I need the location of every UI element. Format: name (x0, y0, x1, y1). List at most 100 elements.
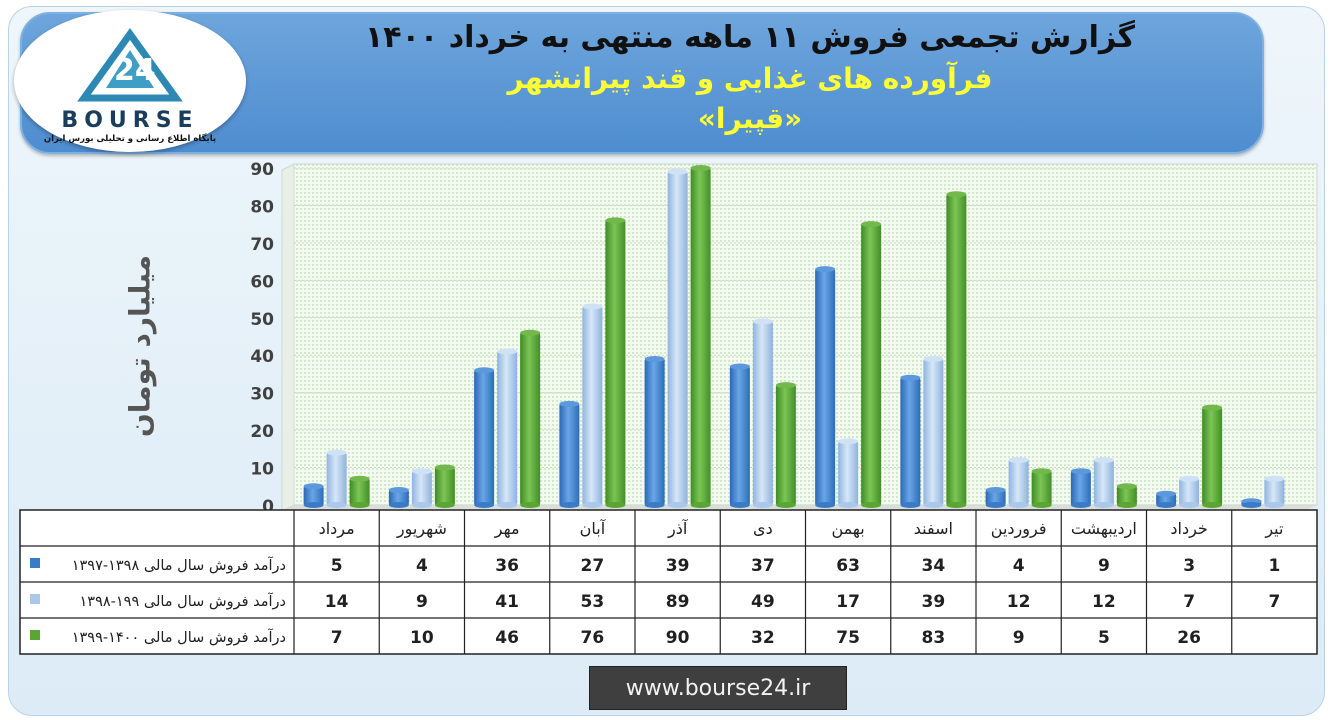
bar-base (474, 502, 495, 508)
bar-base (1008, 502, 1029, 508)
bar-top (411, 468, 432, 475)
bar (667, 171, 688, 505)
bar-top (946, 191, 967, 198)
bar-base (520, 502, 541, 508)
bar-base (838, 502, 859, 508)
bar-base (388, 502, 409, 508)
bar-top (388, 487, 409, 494)
data-label: 36 (495, 556, 519, 576)
bar-top (326, 449, 347, 456)
bar-base (1241, 502, 1262, 508)
bar-base (349, 502, 370, 508)
y-tick-label: 10 (250, 460, 274, 480)
ticker-symbol: «قپیرا» (697, 102, 803, 135)
legend-swatch (30, 558, 40, 568)
bar-base (1116, 502, 1137, 508)
bar-base (861, 502, 882, 508)
x-tick-label: آذر (667, 519, 689, 539)
data-label: 32 (751, 628, 775, 648)
data-label: 14 (325, 592, 349, 612)
bar (644, 358, 665, 505)
bar-base (946, 502, 967, 508)
data-label: 9 (1098, 556, 1110, 576)
data-label: 7 (1183, 592, 1195, 612)
bar-top (690, 165, 711, 171)
x-tick-label: دی (753, 519, 773, 538)
x-tick-label: بهمن (831, 519, 864, 539)
data-label: 89 (666, 592, 690, 612)
bar-base (1031, 502, 1052, 508)
y-tick-label: 40 (250, 347, 274, 367)
x-tick-label: شهریور (396, 519, 447, 539)
bar-top (1093, 457, 1114, 464)
y-tick-label: 30 (250, 385, 274, 405)
logo-mark-icon: 24 (77, 28, 183, 102)
legend-label: درآمد فروش سال مالی ۱۴۰۰-۱۳۹۹ (72, 628, 286, 646)
bar (1179, 478, 1200, 505)
bar-base (900, 502, 921, 508)
data-label: 90 (666, 628, 690, 648)
data-label: 9 (416, 592, 428, 612)
bar (605, 220, 626, 505)
bar (815, 269, 836, 505)
bar (1156, 493, 1177, 505)
bar-top (815, 266, 836, 273)
bar-top (923, 355, 944, 362)
bar-base (1202, 502, 1223, 508)
bar-base (582, 502, 603, 508)
bar (729, 366, 750, 505)
bar (1008, 460, 1029, 505)
bar-top (605, 217, 626, 224)
x-tick-label: مهر (494, 519, 520, 539)
bar-top (1264, 475, 1285, 482)
bar-base (985, 502, 1006, 508)
data-label: 3 (1183, 556, 1195, 576)
bar-top (303, 483, 324, 490)
legend-swatch (30, 630, 40, 640)
x-tick-label: تیر (1264, 519, 1283, 539)
bar (985, 490, 1006, 505)
y-tick-label: 70 (250, 235, 274, 255)
bar-base (559, 502, 580, 508)
bar-base (326, 502, 347, 508)
y-tick-label: 20 (250, 422, 274, 442)
bar (1202, 407, 1223, 505)
bourse24-logo: 24 BOURSE پایگاه اطلاع رسانی و تحلیلی بو… (14, 10, 246, 152)
bar-base (775, 502, 796, 508)
y-tick-label: 50 (250, 310, 274, 330)
bar-top (474, 367, 495, 374)
bar-top (775, 382, 796, 389)
bar-top (520, 329, 541, 336)
bar (388, 490, 409, 505)
data-label: 41 (495, 592, 519, 612)
legend-label: درآمد فروش سال مالی ۱۳۹۸-۱۳۹۷ (72, 556, 286, 574)
plot-side-wall (281, 163, 295, 512)
bar-base (644, 502, 665, 508)
logo-subtitle: پایگاه اطلاع رسانی و تحلیلی بورس ایران (43, 134, 217, 144)
x-tick-label: فروردین (991, 519, 1047, 539)
website-url[interactable]: www.bourse24.ir (589, 666, 847, 710)
data-label: 39 (922, 592, 946, 612)
bar (838, 441, 859, 505)
bar-base (434, 502, 455, 508)
bar-base (1093, 502, 1114, 508)
bar (923, 358, 944, 505)
bar (303, 486, 324, 505)
data-label: 75 (836, 628, 860, 648)
logo-text: BOURSE (61, 108, 199, 133)
y-tick-label: 80 (250, 197, 274, 217)
bar (559, 403, 580, 505)
legend-label: درآمد فروش سال مالی ۱۹۹-۱۳۹۸ (80, 592, 287, 610)
bar-base (1179, 502, 1200, 508)
data-label: 5 (331, 556, 343, 576)
bar-top (497, 348, 518, 355)
bar-base (729, 502, 750, 508)
bar-top (1202, 404, 1223, 411)
x-tick-label: آبان (580, 519, 607, 538)
data-label: 4 (1013, 556, 1025, 576)
data-label: 26 (1177, 628, 1201, 648)
bar-top (349, 475, 370, 482)
data-label: 39 (666, 556, 690, 576)
bar (690, 168, 711, 505)
data-label: 53 (581, 592, 605, 612)
